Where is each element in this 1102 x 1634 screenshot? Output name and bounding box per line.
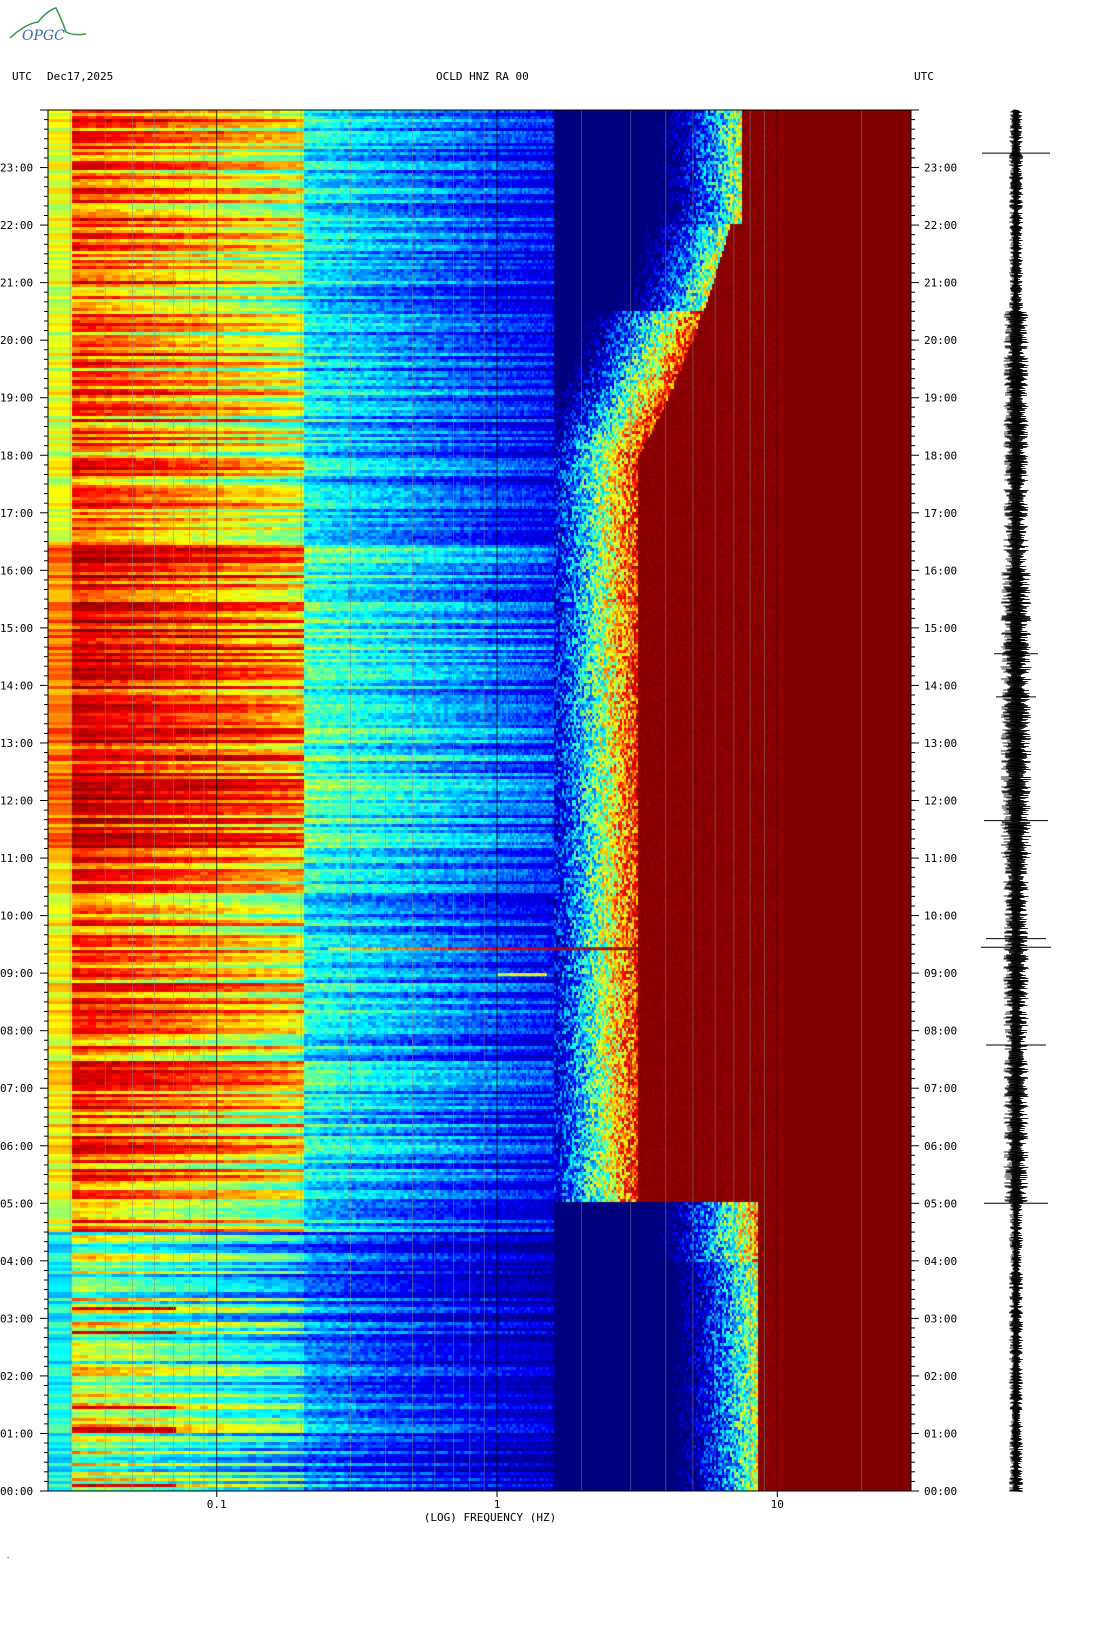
time-label-right: 22:00 bbox=[924, 219, 957, 232]
time-label-right: 21:00 bbox=[924, 277, 957, 290]
time-label-left: 05:00 bbox=[0, 1197, 33, 1210]
frequency-axis: 0.1 1 10 (LOG) FREQUENCY (HZ) bbox=[207, 1491, 784, 1524]
time-label-left: 09:00 bbox=[0, 967, 33, 980]
time-label-left: 02:00 bbox=[0, 1370, 33, 1383]
time-label-right: 05:00 bbox=[924, 1197, 957, 1210]
time-label-left: 19:00 bbox=[0, 392, 33, 405]
time-label-right: 01:00 bbox=[924, 1427, 957, 1440]
time-label-left: 00:00 bbox=[0, 1485, 33, 1498]
utc-right-label: UTC bbox=[914, 70, 934, 83]
time-axes: 00:00 00:00 01:00 01:00 02:00 02:00 03:00 03:00… bbox=[0, 109, 957, 1498]
time-label-right: 08:00 bbox=[924, 1025, 957, 1038]
time-label-right: 10:00 bbox=[924, 910, 957, 923]
x-axis-title: (LOG) FREQUENCY (HZ) bbox=[424, 1511, 556, 1524]
time-label-left: 17:00 bbox=[0, 507, 33, 520]
freq-tick-label: 10 bbox=[771, 1498, 784, 1511]
time-label-left: 13:00 bbox=[0, 737, 33, 750]
time-label-right: 13:00 bbox=[924, 737, 957, 750]
time-label-right: 11:00 bbox=[924, 852, 957, 865]
seismogram-trace bbox=[981, 109, 1051, 1492]
time-label-right: 02:00 bbox=[924, 1370, 957, 1383]
time-label-right: 15:00 bbox=[924, 622, 957, 635]
time-label-right: 12:00 bbox=[924, 795, 957, 808]
time-label-left: 23:00 bbox=[0, 162, 33, 175]
time-label-right: 18:00 bbox=[924, 449, 957, 462]
time-label-left: 11:00 bbox=[0, 852, 33, 865]
station-title: OCLD HNZ RA 00 bbox=[436, 70, 529, 83]
time-label-left: 20:00 bbox=[0, 334, 33, 347]
seismogram-path bbox=[1000, 109, 1032, 1492]
date-label: Dec17,2025 bbox=[47, 70, 114, 83]
time-label-left: 06:00 bbox=[0, 1140, 33, 1153]
freq-tick-label: 0.1 bbox=[207, 1498, 227, 1511]
time-label-left: 01:00 bbox=[0, 1427, 33, 1440]
time-label-right: 00:00 bbox=[924, 1485, 957, 1498]
time-label-right: 17:00 bbox=[924, 507, 957, 520]
time-label-left: 21:00 bbox=[0, 277, 33, 290]
time-label-right: 19:00 bbox=[924, 392, 957, 405]
time-label-right: 14:00 bbox=[924, 679, 957, 692]
time-label-right: 20:00 bbox=[924, 334, 957, 347]
time-label-right: 04:00 bbox=[924, 1255, 957, 1268]
time-label-right: 09:00 bbox=[924, 967, 957, 980]
utc-left-label: UTC bbox=[12, 70, 32, 83]
time-label-left: 18:00 bbox=[0, 449, 33, 462]
time-label-left: 07:00 bbox=[0, 1082, 33, 1095]
svg-text:OPGC: OPGC bbox=[22, 28, 65, 44]
time-label-right: 23:00 bbox=[924, 162, 957, 175]
time-label-right: 06:00 bbox=[924, 1140, 957, 1153]
time-label-left: 10:00 bbox=[0, 910, 33, 923]
spectrogram-heatmap bbox=[48, 110, 911, 1491]
time-label-left: 15:00 bbox=[0, 622, 33, 635]
time-label-left: 08:00 bbox=[0, 1025, 33, 1038]
spectrogram-image bbox=[48, 110, 911, 1491]
time-label-left: 16:00 bbox=[0, 564, 33, 577]
time-label-left: 14:00 bbox=[0, 679, 33, 692]
freq-tick-label: 1 bbox=[494, 1498, 501, 1511]
corner-mark: · bbox=[6, 1554, 10, 1562]
time-label-left: 22:00 bbox=[0, 219, 33, 232]
time-label-left: 03:00 bbox=[0, 1312, 33, 1325]
time-label-right: 07:00 bbox=[924, 1082, 957, 1095]
time-label-right: 16:00 bbox=[924, 564, 957, 577]
time-label-right: 03:00 bbox=[924, 1312, 957, 1325]
time-label-left: 12:00 bbox=[0, 795, 33, 808]
opgc-logo: OPGC bbox=[9, 7, 87, 44]
time-label-left: 04:00 bbox=[0, 1255, 33, 1268]
